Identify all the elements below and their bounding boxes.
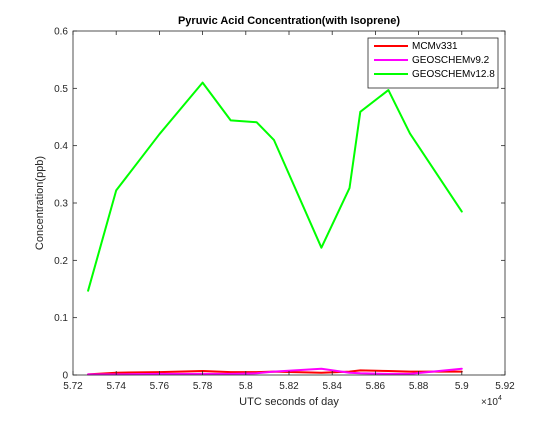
y-tick-label: 0 [62, 371, 68, 382]
x-tick-label: 5.88 [409, 381, 429, 392]
y-tick-label: 0.2 [54, 256, 68, 267]
legend-label: MCMv331 [412, 41, 458, 52]
legend-label: GEOSCHEMv12.8 [412, 69, 495, 80]
x-tick-label: 5.74 [106, 381, 126, 392]
x-tick-label: 5.72 [63, 381, 83, 392]
x-tick-label: 5.92 [495, 381, 515, 392]
chart-title: Pyruvic Acid Concentration(with Isoprene… [178, 15, 400, 27]
series-line-geoschemv12-8 [87, 81, 463, 292]
axes-layer: 5.72 5.74 5.76 5.78 5.8 5.82 5.84 5.86 5.88 5.9 5.… [54, 27, 515, 393]
y-tick-label: 0.6 [54, 27, 68, 38]
x-tick-label: 5.76 [150, 381, 170, 392]
y-tick-label: 0.1 [54, 313, 68, 324]
x-tick-label: 5.9 [455, 381, 469, 392]
x-tick-label: 5.82 [279, 381, 299, 392]
x-tick-label: 5.78 [193, 381, 213, 392]
x-axis-exponent-base: ×10 [481, 397, 498, 408]
y-axis-label: Concentration(ppb) [34, 156, 46, 250]
x-tick-label: 5.8 [239, 381, 253, 392]
y-tick-label: 0.3 [54, 199, 68, 210]
x-axis-label: UTC seconds of day [239, 396, 339, 408]
legend: MCMv331 GEOSCHEMv9.2 GEOSCHEMv12.8 [367, 37, 499, 89]
y-tick-label: 0.5 [54, 84, 68, 95]
legend-label: GEOSCHEMv9.2 [412, 55, 490, 66]
x-tick-label: 5.86 [366, 381, 386, 392]
x-axis-exponent: ×104 [481, 395, 502, 408]
y-tick-label: 0.4 [54, 141, 68, 152]
x-axis-exponent-power: 4 [498, 395, 502, 402]
x-tick-label: 5.84 [322, 381, 342, 392]
